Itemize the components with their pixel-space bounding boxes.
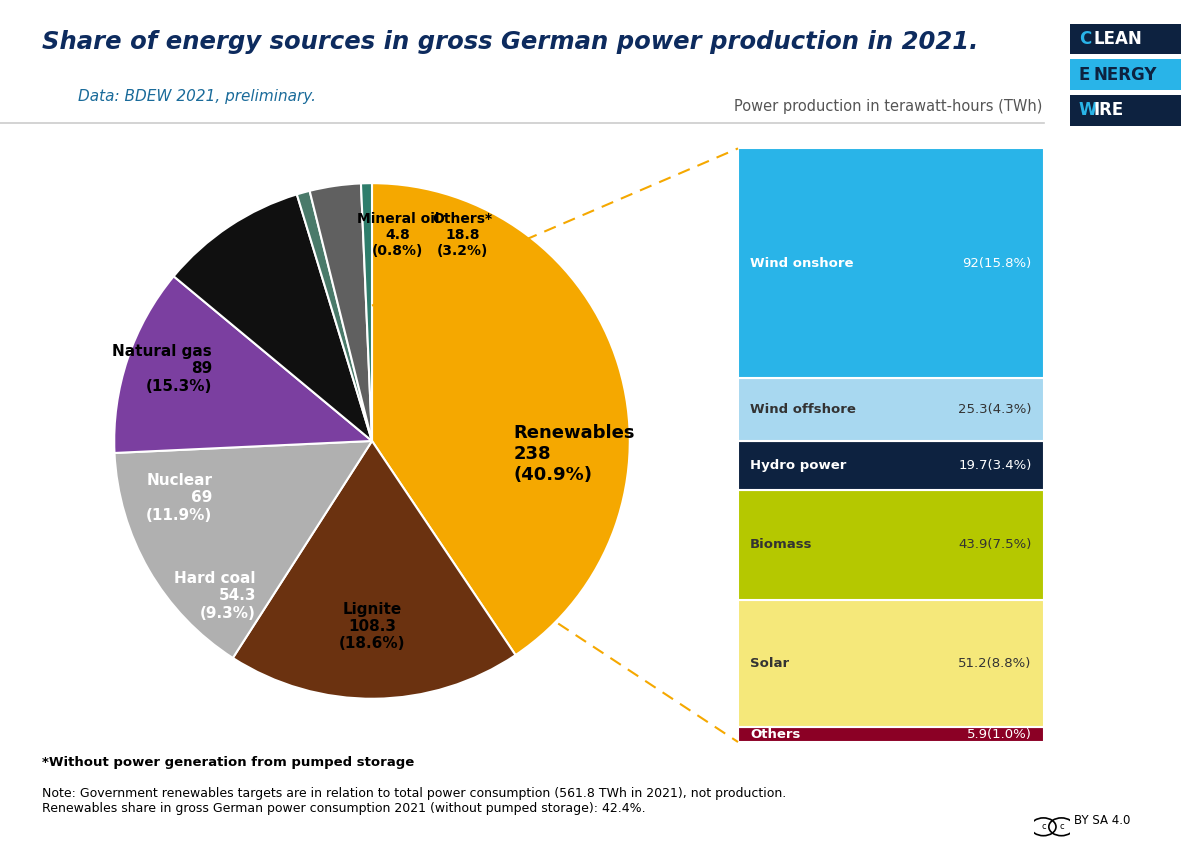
Text: Share of energy sources in gross German power production in 2021.: Share of energy sources in gross German … (42, 30, 978, 53)
Wedge shape (233, 441, 516, 699)
FancyBboxPatch shape (738, 728, 1044, 742)
Text: E: E (1079, 65, 1090, 84)
Wedge shape (310, 183, 372, 441)
Text: C: C (1079, 30, 1091, 48)
Text: Wind offshore: Wind offshore (750, 403, 856, 416)
Text: Biomass: Biomass (750, 538, 812, 551)
Text: BY SA 4.0: BY SA 4.0 (1074, 814, 1130, 827)
Wedge shape (372, 183, 630, 656)
Text: Data: BDEW 2021, preliminary.: Data: BDEW 2021, preliminary. (78, 89, 316, 104)
FancyBboxPatch shape (738, 441, 1044, 490)
Wedge shape (114, 441, 372, 658)
Text: 19.7(3.4%): 19.7(3.4%) (959, 459, 1032, 472)
Wedge shape (114, 276, 372, 453)
Text: c: c (1060, 823, 1063, 831)
Text: Wind onshore: Wind onshore (750, 257, 853, 270)
Text: Solar: Solar (750, 657, 790, 670)
Text: NERGY: NERGY (1093, 65, 1157, 84)
Text: Nuclear
69
(11.9%): Nuclear 69 (11.9%) (146, 473, 212, 522)
Text: 25.3(4.3%): 25.3(4.3%) (959, 403, 1032, 416)
Text: 51.2(8.8%): 51.2(8.8%) (959, 657, 1032, 670)
Text: Renewables
238
(40.9%): Renewables 238 (40.9%) (514, 424, 635, 483)
Wedge shape (174, 194, 372, 441)
Text: W: W (1079, 101, 1097, 120)
Text: Others*
18.8
(3.2%): Others* 18.8 (3.2%) (432, 211, 492, 258)
Text: 5.9(1.0%): 5.9(1.0%) (967, 728, 1032, 741)
Text: IRE: IRE (1093, 101, 1123, 120)
Text: 92(15.8%): 92(15.8%) (962, 257, 1032, 270)
Text: LEAN: LEAN (1093, 30, 1142, 48)
Text: Hard coal
54.3
(9.3%): Hard coal 54.3 (9.3%) (174, 571, 256, 621)
FancyBboxPatch shape (738, 148, 1044, 378)
Text: Note: Government renewables targets are in relation to total power consumption (: Note: Government renewables targets are … (42, 787, 786, 815)
FancyBboxPatch shape (738, 490, 1044, 600)
Text: *Without power generation from pumped storage: *Without power generation from pumped st… (42, 756, 414, 769)
FancyBboxPatch shape (738, 378, 1044, 441)
Text: Lignite
108.3
(18.6%): Lignite 108.3 (18.6%) (338, 602, 406, 651)
Wedge shape (361, 183, 372, 441)
Text: Hydro power: Hydro power (750, 459, 847, 472)
Text: Mineral oil
4.8
(0.8%): Mineral oil 4.8 (0.8%) (356, 211, 439, 258)
Text: Natural gas
89
(15.3%): Natural gas 89 (15.3%) (113, 344, 212, 393)
FancyBboxPatch shape (738, 600, 1044, 728)
Text: c: c (1042, 823, 1045, 831)
Text: Power production in terawatt-hours (TWh): Power production in terawatt-hours (TWh) (734, 99, 1042, 114)
Wedge shape (296, 191, 372, 441)
Text: Others: Others (750, 728, 800, 741)
Text: 43.9(7.5%): 43.9(7.5%) (959, 538, 1032, 551)
